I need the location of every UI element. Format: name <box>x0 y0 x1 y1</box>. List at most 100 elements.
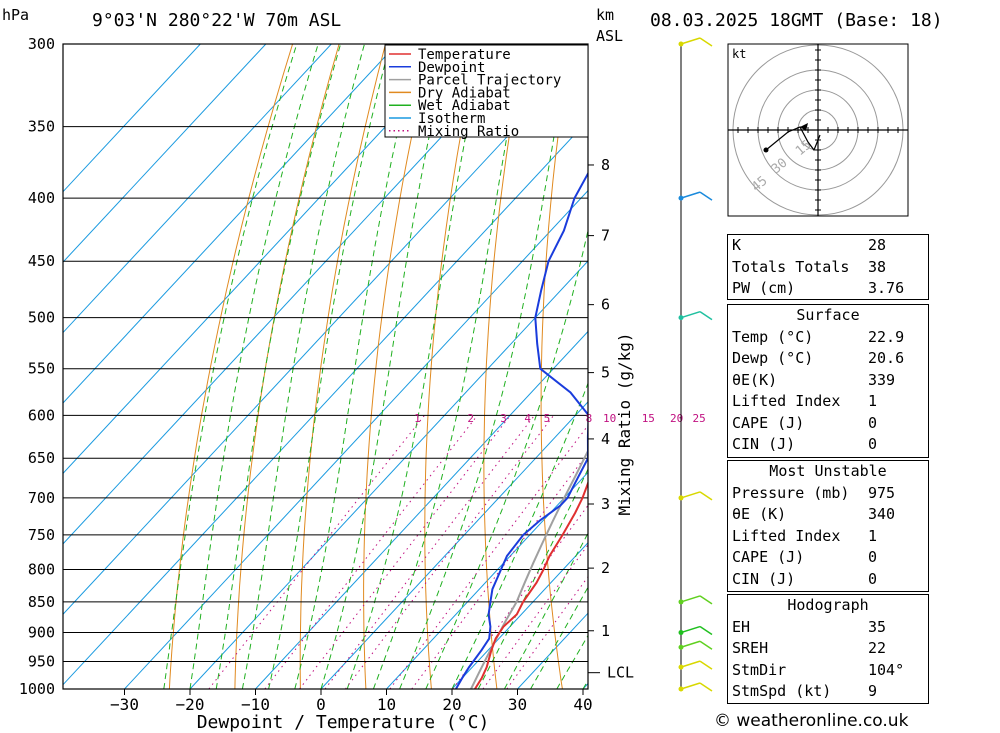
index-row: θE (K) 340 <box>728 504 928 526</box>
isotherm-line <box>63 44 463 475</box>
legend-entry: Wet Adiabat <box>418 98 511 114</box>
pressure-tick-label: 950 <box>28 653 55 671</box>
pressure-tick-label: 800 <box>28 560 55 578</box>
index-row: CAPE (J) 0 <box>728 413 928 435</box>
index-label: Pressure (mb) <box>732 483 850 502</box>
wind-barb-staff <box>680 491 701 499</box>
km-label: km <box>596 6 615 24</box>
index-label: CAPE (J) <box>732 548 805 566</box>
wet-adiabat-line <box>346 44 485 689</box>
indices-top-table: K 28 Totals Totals 38 PW (cm) 3.76 <box>727 234 929 300</box>
x-axis-label: Dewpoint / Temperature (°C) <box>197 712 490 733</box>
dry-adiabat-line <box>234 44 340 689</box>
km-tick-label: 3 <box>601 495 610 513</box>
pressure-tick-label: 550 <box>28 360 55 378</box>
pressure-tick-label: 1000 <box>19 680 55 698</box>
surface-title: Surface <box>796 306 860 324</box>
index-value: 22.9 <box>868 327 905 346</box>
km-tick-label: 6 <box>601 296 610 314</box>
index-row: CIN (J) 0 <box>728 434 928 456</box>
index-label: StmSpd (kt) <box>732 682 832 700</box>
mixing-ratio-label: 20 <box>670 412 683 425</box>
pressure-tick-label: 650 <box>28 449 55 467</box>
dry-adiabat-line <box>650 44 693 689</box>
index-label: CIN (J) <box>732 569 796 588</box>
mixing-ratio-label: 8 <box>586 412 593 425</box>
mixing-ratio-label: 5 <box>544 412 551 425</box>
index-value: 0 <box>868 413 878 432</box>
mixing-ratio-line <box>264 414 478 689</box>
index-label: Temp (°C) <box>732 327 814 346</box>
mixing-ratio-label: 15 <box>642 412 655 425</box>
pressure-tick-label: 400 <box>28 189 55 207</box>
hodograph-trace <box>765 126 821 152</box>
wind-barb-flag <box>699 491 713 501</box>
index-value: 1 <box>868 392 878 410</box>
index-value: 0 <box>868 569 878 588</box>
x-tick-label: −20 <box>176 695 205 714</box>
index-value: 339 <box>868 370 896 389</box>
index-label: SREH <box>732 639 769 657</box>
index-row: CAPE (J) 0 <box>728 547 928 569</box>
dry-adiabat-line <box>989 44 1000 689</box>
isotherm-line <box>189 260 588 689</box>
hodograph-end-point <box>763 147 769 153</box>
wet-adiabat-line <box>163 44 298 689</box>
index-label: EH <box>732 617 751 636</box>
wind-barb-flag <box>699 37 713 47</box>
index-row: CIN (J) 0 <box>728 569 928 591</box>
km-tick-label: 7 <box>601 227 610 245</box>
index-label: θE (K) <box>732 505 787 523</box>
index-value: 9 <box>868 682 878 700</box>
isotherm-line <box>320 401 588 689</box>
wind-barb-staff <box>680 660 701 668</box>
storm-motion-marker <box>800 123 808 131</box>
pressure-tick-label: 900 <box>28 624 55 642</box>
hodograph-title: Hodograph <box>787 596 869 614</box>
mixing-ratio-label: 25 <box>693 412 706 425</box>
legend-entry: Parcel Trajectory <box>418 73 561 89</box>
index-label: θE(K) <box>732 370 778 389</box>
index-row: PW (cm) 3.76 <box>728 278 928 300</box>
wind-barb-flag <box>699 625 713 636</box>
x-tick-label: 0 <box>316 695 326 714</box>
wind-barb-staff <box>680 625 701 634</box>
index-row: Dewp (°C) 20.6 <box>728 348 928 370</box>
isotherm-line <box>451 542 588 689</box>
index-value: 20.6 <box>868 349 905 367</box>
x-tick-label: 30 <box>508 695 527 714</box>
wet-adiabat-line <box>477 467 588 689</box>
index-value: 22 <box>868 639 887 657</box>
pressure-tick-label: 500 <box>28 309 55 327</box>
index-label: Lifted Index <box>732 526 841 545</box>
index-row: Pressure (mb) 975 <box>728 483 928 505</box>
pressure-tick-label: 750 <box>28 526 55 544</box>
surface-table: Surface Temp (°C) 22.9 Dewp (°C) 20.6 θE(K) 3… <box>727 304 929 458</box>
mixing-ratio-label: 10 <box>603 412 616 425</box>
index-label: K <box>732 236 742 254</box>
km-tick-label: 1 <box>601 622 610 640</box>
wet-adiabat-line <box>241 44 365 689</box>
wet-adiabat-line <box>399 44 571 689</box>
wind-barb-flag <box>699 682 713 692</box>
isotherm-line <box>63 119 588 686</box>
mixing-ratio-label: 4 <box>524 412 531 425</box>
x-tick-label: 40 <box>573 695 592 714</box>
index-row: SREH 22 <box>728 638 928 660</box>
index-label: Dewp (°C) <box>732 349 814 367</box>
mixing-ratio-label: 3 <box>500 412 507 425</box>
index-value: 1 <box>868 526 878 545</box>
wet-adiabat-line <box>320 44 450 689</box>
mixing-ratio-line <box>482 544 588 689</box>
isotherm-line <box>63 44 332 334</box>
wet-adiabat-line <box>189 44 319 689</box>
legend-entry: Mixing Ratio <box>418 124 519 140</box>
km-tick-label: 5 <box>601 364 610 382</box>
wind-barb-staff <box>680 595 701 603</box>
temperature-line <box>474 480 588 689</box>
index-row: Lifted Index 1 <box>728 526 928 548</box>
mixing-ratio-line <box>299 414 511 689</box>
index-label: PW (cm) <box>732 279 796 297</box>
credit-footer: © weatheronline.co.uk <box>714 711 909 731</box>
